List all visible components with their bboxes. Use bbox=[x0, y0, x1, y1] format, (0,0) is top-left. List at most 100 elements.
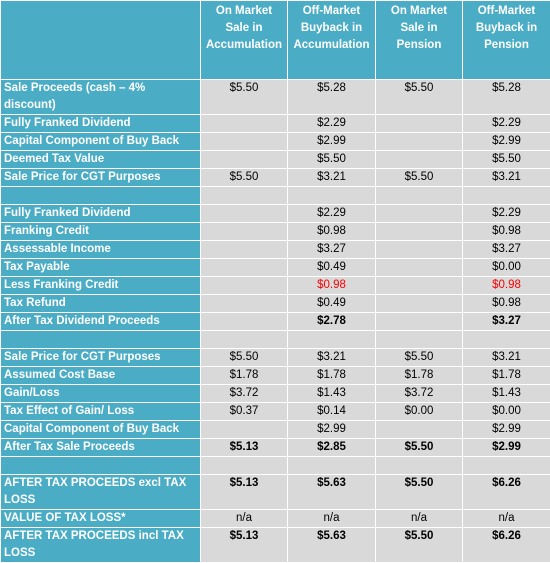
value-cell: $2.99 bbox=[463, 421, 550, 439]
value-cell: $0.98 bbox=[463, 277, 550, 295]
value-cell: $1.43 bbox=[463, 385, 550, 403]
value-cell: $3.27 bbox=[463, 241, 550, 259]
value-cell bbox=[201, 295, 288, 313]
row-label: Assumed Cost Base bbox=[1, 367, 201, 385]
row-label: Tax Effect of Gain/ Loss bbox=[1, 403, 201, 421]
table-row: Deemed Tax Value$5.50$5.50 bbox=[1, 151, 550, 169]
value-cell bbox=[201, 205, 288, 223]
value-cell: $0.98 bbox=[288, 277, 376, 295]
table-row: Tax Effect of Gain/ Loss$0.37$0.14$0.00$… bbox=[1, 403, 550, 421]
table-row: AFTER TAX PROCEEDS incl TAX LOSS$5.13$5.… bbox=[1, 528, 550, 563]
value-cell: $3.72 bbox=[201, 385, 288, 403]
value-cell: $0.00 bbox=[463, 259, 550, 277]
row-label: VALUE OF TAX LOSS* bbox=[1, 510, 201, 528]
value-cell: $1.78 bbox=[288, 367, 376, 385]
value-cell: $3.21 bbox=[463, 349, 550, 367]
value-cell: $3.27 bbox=[463, 313, 550, 331]
value-cell: n/a bbox=[463, 510, 550, 528]
value-cell: $2.29 bbox=[288, 205, 376, 223]
row-label: Deemed Tax Value bbox=[1, 151, 201, 169]
table-row: Franking Credit$0.98$0.98 bbox=[1, 223, 550, 241]
value-cell: n/a bbox=[201, 510, 288, 528]
value-cell bbox=[201, 151, 288, 169]
value-cell bbox=[463, 457, 550, 475]
value-cell bbox=[463, 331, 550, 349]
value-cell: $0.00 bbox=[463, 403, 550, 421]
value-cell: $2.99 bbox=[463, 439, 550, 457]
value-cell bbox=[288, 187, 376, 205]
value-cell: $2.99 bbox=[288, 133, 376, 151]
table-row: Assessable Income$3.27$3.27 bbox=[1, 241, 550, 259]
value-cell: $6.26 bbox=[463, 528, 550, 563]
value-cell: $5.13 bbox=[201, 528, 288, 563]
value-cell: $0.98 bbox=[463, 223, 550, 241]
row-label: AFTER TAX PROCEEDS excl TAX LOSS bbox=[1, 475, 201, 510]
row-label: Tax Payable bbox=[1, 259, 201, 277]
value-cell bbox=[376, 223, 463, 241]
value-cell: $5.63 bbox=[288, 475, 376, 510]
row-label: Sale Price for CGT Purposes bbox=[1, 349, 201, 367]
value-cell bbox=[376, 295, 463, 313]
value-cell bbox=[376, 133, 463, 151]
row-label: Less Franking Credit bbox=[1, 277, 201, 295]
row-label: Capital Component of Buy Back bbox=[1, 421, 201, 439]
table-row bbox=[1, 187, 550, 205]
row-label: Capital Component of Buy Back bbox=[1, 133, 201, 151]
table-row: Gain/Loss$3.72$1.43$3.72$1.43 bbox=[1, 385, 550, 403]
value-cell bbox=[201, 259, 288, 277]
value-cell: $5.50 bbox=[376, 475, 463, 510]
value-cell bbox=[201, 223, 288, 241]
value-cell bbox=[201, 133, 288, 151]
column-header: Off-Market Buyback in Accumulation bbox=[288, 1, 376, 80]
row-label bbox=[1, 331, 201, 349]
table-row: Fully Franked Dividend$2.29$2.29 bbox=[1, 115, 550, 133]
value-cell bbox=[201, 457, 288, 475]
value-cell: $0.37 bbox=[201, 403, 288, 421]
value-cell bbox=[376, 277, 463, 295]
value-cell bbox=[201, 331, 288, 349]
value-cell: $2.29 bbox=[463, 205, 550, 223]
column-header: On Market Sale in Pension bbox=[376, 1, 463, 80]
row-label: After Tax Dividend Proceeds bbox=[1, 313, 201, 331]
value-cell bbox=[201, 421, 288, 439]
value-cell bbox=[201, 313, 288, 331]
value-cell: $5.28 bbox=[463, 80, 550, 115]
row-label: After Tax Sale Proceeds bbox=[1, 439, 201, 457]
value-cell bbox=[376, 241, 463, 259]
value-cell: $5.50 bbox=[376, 80, 463, 115]
value-cell: $2.29 bbox=[288, 115, 376, 133]
value-cell: $5.50 bbox=[201, 349, 288, 367]
value-cell: $6.26 bbox=[463, 475, 550, 510]
table-row bbox=[1, 457, 550, 475]
table-row: Sale Price for CGT Purposes$5.50$3.21$5.… bbox=[1, 169, 550, 187]
value-cell: $5.50 bbox=[376, 528, 463, 563]
value-cell: $5.50 bbox=[376, 169, 463, 187]
table-row: Tax Payable$0.49$0.00 bbox=[1, 259, 550, 277]
value-cell: $3.21 bbox=[463, 169, 550, 187]
value-cell bbox=[376, 421, 463, 439]
column-header: Off-Market Buyback in Pension bbox=[463, 1, 550, 80]
value-cell bbox=[376, 313, 463, 331]
table-row: After Tax Dividend Proceeds$2.78$3.27 bbox=[1, 313, 550, 331]
row-label: Sale Price for CGT Purposes bbox=[1, 169, 201, 187]
value-cell: $2.29 bbox=[463, 115, 550, 133]
column-header: On Market Sale in Accumulation bbox=[201, 1, 288, 80]
row-label: Sale Proceeds (cash – 4% discount) bbox=[1, 80, 201, 115]
table-row bbox=[1, 331, 550, 349]
value-cell: $5.63 bbox=[288, 528, 376, 563]
value-cell: $2.85 bbox=[288, 439, 376, 457]
value-cell bbox=[463, 187, 550, 205]
table-row: Capital Component of Buy Back$2.99$2.99 bbox=[1, 133, 550, 151]
value-cell bbox=[376, 187, 463, 205]
value-cell: $3.21 bbox=[288, 169, 376, 187]
value-cell: $3.72 bbox=[376, 385, 463, 403]
value-cell: $3.21 bbox=[288, 349, 376, 367]
value-cell bbox=[201, 277, 288, 295]
table-row: AFTER TAX PROCEEDS excl TAX LOSS$5.13$5.… bbox=[1, 475, 550, 510]
table-row: After Tax Sale Proceeds$5.13$2.85$5.50$2… bbox=[1, 439, 550, 457]
value-cell: n/a bbox=[288, 510, 376, 528]
value-cell: $1.43 bbox=[288, 385, 376, 403]
value-cell bbox=[376, 457, 463, 475]
